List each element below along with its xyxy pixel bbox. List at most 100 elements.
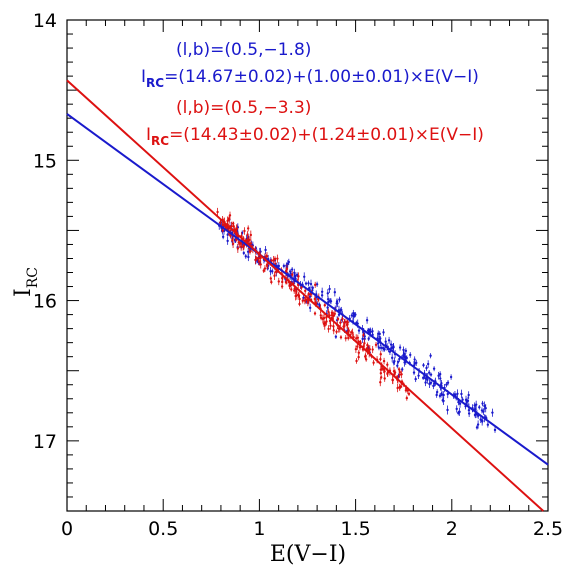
data-point	[321, 317, 325, 321]
data-point	[309, 282, 313, 286]
data-point	[352, 312, 355, 315]
data-point	[384, 340, 387, 343]
data-point	[351, 331, 354, 334]
data-point	[282, 264, 286, 268]
data-point	[400, 373, 403, 376]
data-point	[446, 381, 450, 384]
data-point	[402, 354, 405, 357]
data-point	[491, 411, 494, 414]
data-point	[404, 389, 408, 392]
data-point	[339, 336, 343, 339]
data-point	[404, 349, 408, 353]
data-point	[303, 275, 306, 278]
data-point	[327, 310, 330, 314]
data-point	[246, 227, 250, 230]
data-point	[439, 377, 442, 380]
data-point	[480, 409, 484, 412]
data-point	[361, 337, 364, 341]
data-point	[391, 378, 394, 382]
data-point	[304, 289, 307, 293]
data-point	[446, 408, 449, 412]
data-point	[429, 373, 433, 376]
data-point	[327, 300, 330, 304]
data-point	[355, 359, 358, 363]
data-point	[246, 233, 249, 236]
data-point	[429, 381, 433, 384]
data-point	[223, 224, 227, 228]
data-point	[295, 289, 298, 293]
data-point	[286, 262, 289, 266]
data-point	[249, 233, 253, 237]
data-point	[421, 376, 425, 380]
y-tick-label: 17	[33, 431, 57, 453]
data-point	[271, 270, 274, 273]
data-point	[257, 257, 260, 260]
data-point	[402, 348, 405, 352]
x-tick-label: 1.5	[340, 518, 370, 540]
x-axis-title: E(V−I)	[270, 542, 346, 567]
data-point	[262, 269, 265, 272]
data-point	[327, 327, 330, 331]
data-point	[320, 294, 324, 297]
data-point	[455, 407, 458, 411]
data-point	[379, 346, 383, 350]
y-tick-label: 14	[33, 10, 57, 32]
data-point	[379, 381, 382, 384]
data-point	[357, 355, 360, 359]
data-point	[325, 320, 328, 323]
data-point	[346, 321, 349, 324]
data-point	[254, 258, 257, 262]
data-point	[320, 290, 324, 293]
data-point	[308, 295, 312, 298]
data-point	[383, 348, 386, 351]
data-point	[363, 342, 366, 345]
data-point	[276, 257, 279, 260]
data-point	[367, 337, 370, 340]
data-point	[347, 336, 350, 340]
data-point	[272, 259, 275, 262]
data-point	[362, 333, 365, 337]
data-point	[405, 396, 409, 400]
data-point	[424, 377, 428, 380]
data-point	[339, 321, 342, 324]
data-point	[432, 367, 436, 370]
red-lb-label: (l,b)=(0.5,−3.3)	[176, 98, 311, 118]
data-point	[270, 280, 273, 284]
x-tick-label: 0.5	[148, 518, 178, 540]
data-point	[249, 242, 253, 245]
data-point	[227, 217, 231, 220]
data-point	[401, 368, 404, 371]
data-point	[307, 282, 310, 285]
data-point	[273, 274, 276, 277]
data-point	[372, 361, 375, 364]
data-point	[338, 298, 341, 301]
data-point	[417, 374, 420, 377]
data-point	[382, 331, 385, 334]
data-point	[456, 392, 459, 395]
data-point	[325, 316, 328, 319]
data-point	[376, 342, 380, 345]
data-point	[347, 329, 350, 332]
data-point	[291, 273, 294, 276]
data-point	[479, 418, 482, 421]
data-point	[307, 293, 310, 296]
data-point	[333, 291, 337, 294]
data-point	[389, 343, 393, 346]
data-point	[438, 394, 442, 398]
data-point	[285, 267, 289, 271]
tick-labels: 0 0.5 1 1.5 2 2.5 14 15 16 17	[33, 10, 563, 540]
data-point	[269, 277, 272, 280]
data-point	[221, 223, 224, 227]
data-point	[231, 242, 235, 246]
data-point	[269, 270, 272, 273]
data-point	[323, 324, 326, 327]
data-point	[425, 366, 428, 370]
x-tick-label: 2	[446, 518, 458, 540]
data-point	[379, 372, 383, 375]
data-point	[445, 383, 448, 386]
data-point	[221, 235, 225, 239]
data-point	[242, 244, 246, 247]
data-point	[263, 267, 267, 270]
blue-fit-equation: IRC=(14.67±0.02)+(1.00±0.01)×E(V−I)	[141, 67, 479, 90]
data-point	[398, 346, 402, 349]
